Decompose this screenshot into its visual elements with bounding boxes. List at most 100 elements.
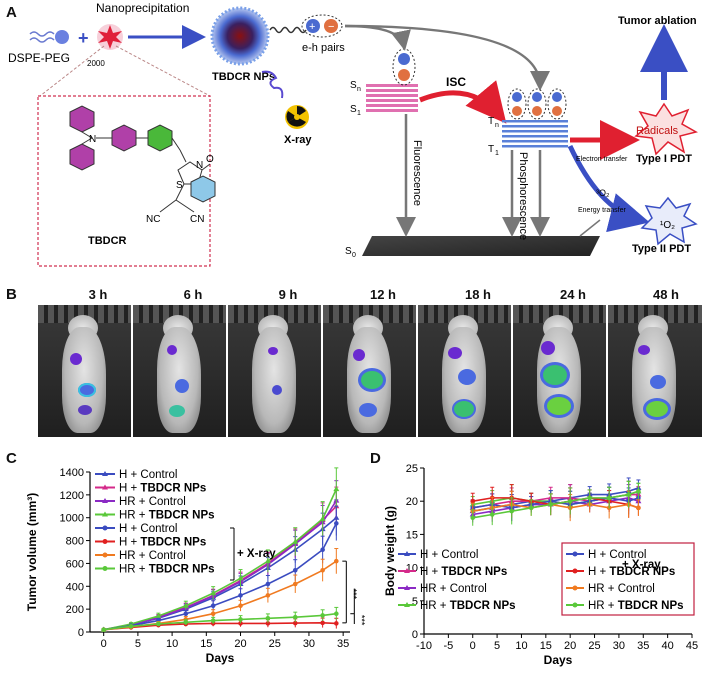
series-line-2: [103, 500, 337, 631]
type2-label: Type II PDT: [632, 243, 691, 255]
series-line-6: [472, 503, 639, 512]
xray-note-label: + X-ray: [622, 559, 661, 571]
data-point: [210, 611, 216, 617]
timepoint-label-24h: 24 h: [559, 287, 586, 302]
y-tick-label: 0: [412, 629, 418, 641]
data-point: [626, 492, 631, 497]
y-tick-label: 20: [406, 496, 418, 508]
y-tick-label: 600: [66, 558, 84, 570]
series-line-7: [103, 612, 337, 631]
data-point: [265, 615, 271, 621]
data-point: [320, 547, 325, 553]
series-line-5: [103, 622, 337, 631]
significance-label: ***: [348, 589, 358, 600]
triplet-oxygen-label: ³O₂: [596, 188, 610, 198]
legend-entry-label: H + TBDCR NPs: [119, 537, 206, 549]
x-tick-label: 40: [662, 640, 674, 652]
panel-letter-b: B: [6, 286, 17, 303]
electron-hole-pairs-icon: + −: [301, 14, 343, 38]
data-point: [292, 567, 298, 573]
data-point: [320, 620, 325, 626]
energy-transfer-label: Energy transfer: [578, 207, 627, 214]
singlet-oxygen-burst-icon: [640, 196, 698, 246]
svg-text:+: +: [78, 28, 89, 48]
data-point: [238, 593, 243, 598]
sn-label: S: [350, 80, 357, 91]
data-point: [156, 621, 161, 627]
mouse-image-24h: [513, 305, 608, 437]
tn-label: T: [488, 116, 494, 127]
data-point: [334, 611, 339, 617]
svg-text:+: +: [309, 21, 315, 33]
legend-entry-label: H + Control: [420, 549, 478, 561]
data-point: [292, 614, 298, 620]
data-point: [182, 602, 189, 608]
data-point: [210, 590, 217, 596]
x-tick-label: 15: [200, 638, 212, 650]
y-tick-label: 1000: [60, 513, 84, 525]
x-tick-label: 45: [686, 640, 698, 652]
y-tick-label: 5: [412, 596, 418, 608]
s0-subscript: 0: [352, 252, 356, 259]
mouse-image-18h: [418, 305, 513, 437]
legend-entry-label: H + TBDCR NPs: [119, 483, 206, 495]
data-point: [210, 618, 216, 623]
legend-entry-label: H + Control: [119, 469, 177, 481]
x-tick-label: 10: [515, 640, 527, 652]
data-point: [238, 617, 243, 622]
data-point: [237, 575, 244, 581]
atom-n2-label: N: [196, 160, 203, 171]
data-point: [320, 567, 325, 573]
significance-label: ***: [356, 615, 366, 626]
legend-entry-label: HR + TBDCR NPs: [119, 510, 215, 522]
electron-transfer-label: Electron transfer: [576, 156, 628, 163]
type1-label: Type I PDT: [636, 153, 692, 165]
legend-marker: [102, 552, 108, 558]
data-point: [238, 603, 243, 609]
data-point: [509, 508, 515, 514]
xray-legend-frame: [561, 542, 695, 616]
y-tick-label: 1200: [60, 490, 84, 502]
data-point: [265, 581, 271, 587]
data-point: [292, 538, 299, 544]
nanoprecipitation-label: Nanoprecipitation: [96, 1, 189, 15]
y-tick-label: 25: [406, 463, 418, 475]
x-tick-label: 25: [588, 640, 600, 652]
data-point: [528, 505, 534, 511]
data-point: [265, 593, 271, 598]
fluorescence-label: Fluorescence: [411, 140, 423, 206]
data-point: [489, 512, 495, 517]
legend-entry-label: H + TBDCR NPs: [420, 566, 507, 578]
phosphorescence-label: Phosphorescence: [517, 152, 529, 240]
eh-pairs-label: e-h pairs: [302, 42, 345, 54]
schematic-diagram: DSPE-PEG 2000 + Nanoprecipitation TBDCR …: [8, 1, 698, 267]
legend-marker: [102, 525, 108, 531]
singlet-levels: [366, 84, 418, 112]
x-axis-title: Days: [206, 651, 235, 665]
timepoint-label-48h: 48 h: [652, 287, 679, 302]
data-point: [183, 619, 189, 625]
atom-s-label: S: [176, 180, 183, 191]
legend-marker: [572, 568, 578, 574]
x-tick-label: 20: [234, 638, 246, 650]
data-point: [333, 486, 340, 492]
data-point: [210, 603, 216, 609]
x-tick-label: 0: [470, 640, 476, 652]
t1-subscript: 1: [495, 150, 499, 157]
data-point: [183, 611, 189, 617]
timepoint-label-12h: 12 h: [369, 287, 396, 302]
x-tick-label: 35: [337, 638, 349, 650]
y-axis-title: Body weight (g): [383, 506, 397, 596]
x-tick-label: 25: [269, 638, 281, 650]
panel-letter-d: D: [370, 450, 381, 467]
y-tick-label: 0: [78, 627, 84, 639]
y-tick-label: 800: [66, 536, 84, 548]
sn-subscript: n: [357, 86, 361, 93]
radicals-label: Radicals: [636, 125, 679, 137]
x-tick-label: 15: [540, 640, 552, 652]
data-point: [238, 621, 243, 626]
dspe-peg-label: DSPE-PEG: [8, 51, 70, 65]
triplet-levels: [502, 120, 568, 148]
x-tick-label: -10: [416, 640, 432, 652]
data-point: [567, 498, 573, 504]
